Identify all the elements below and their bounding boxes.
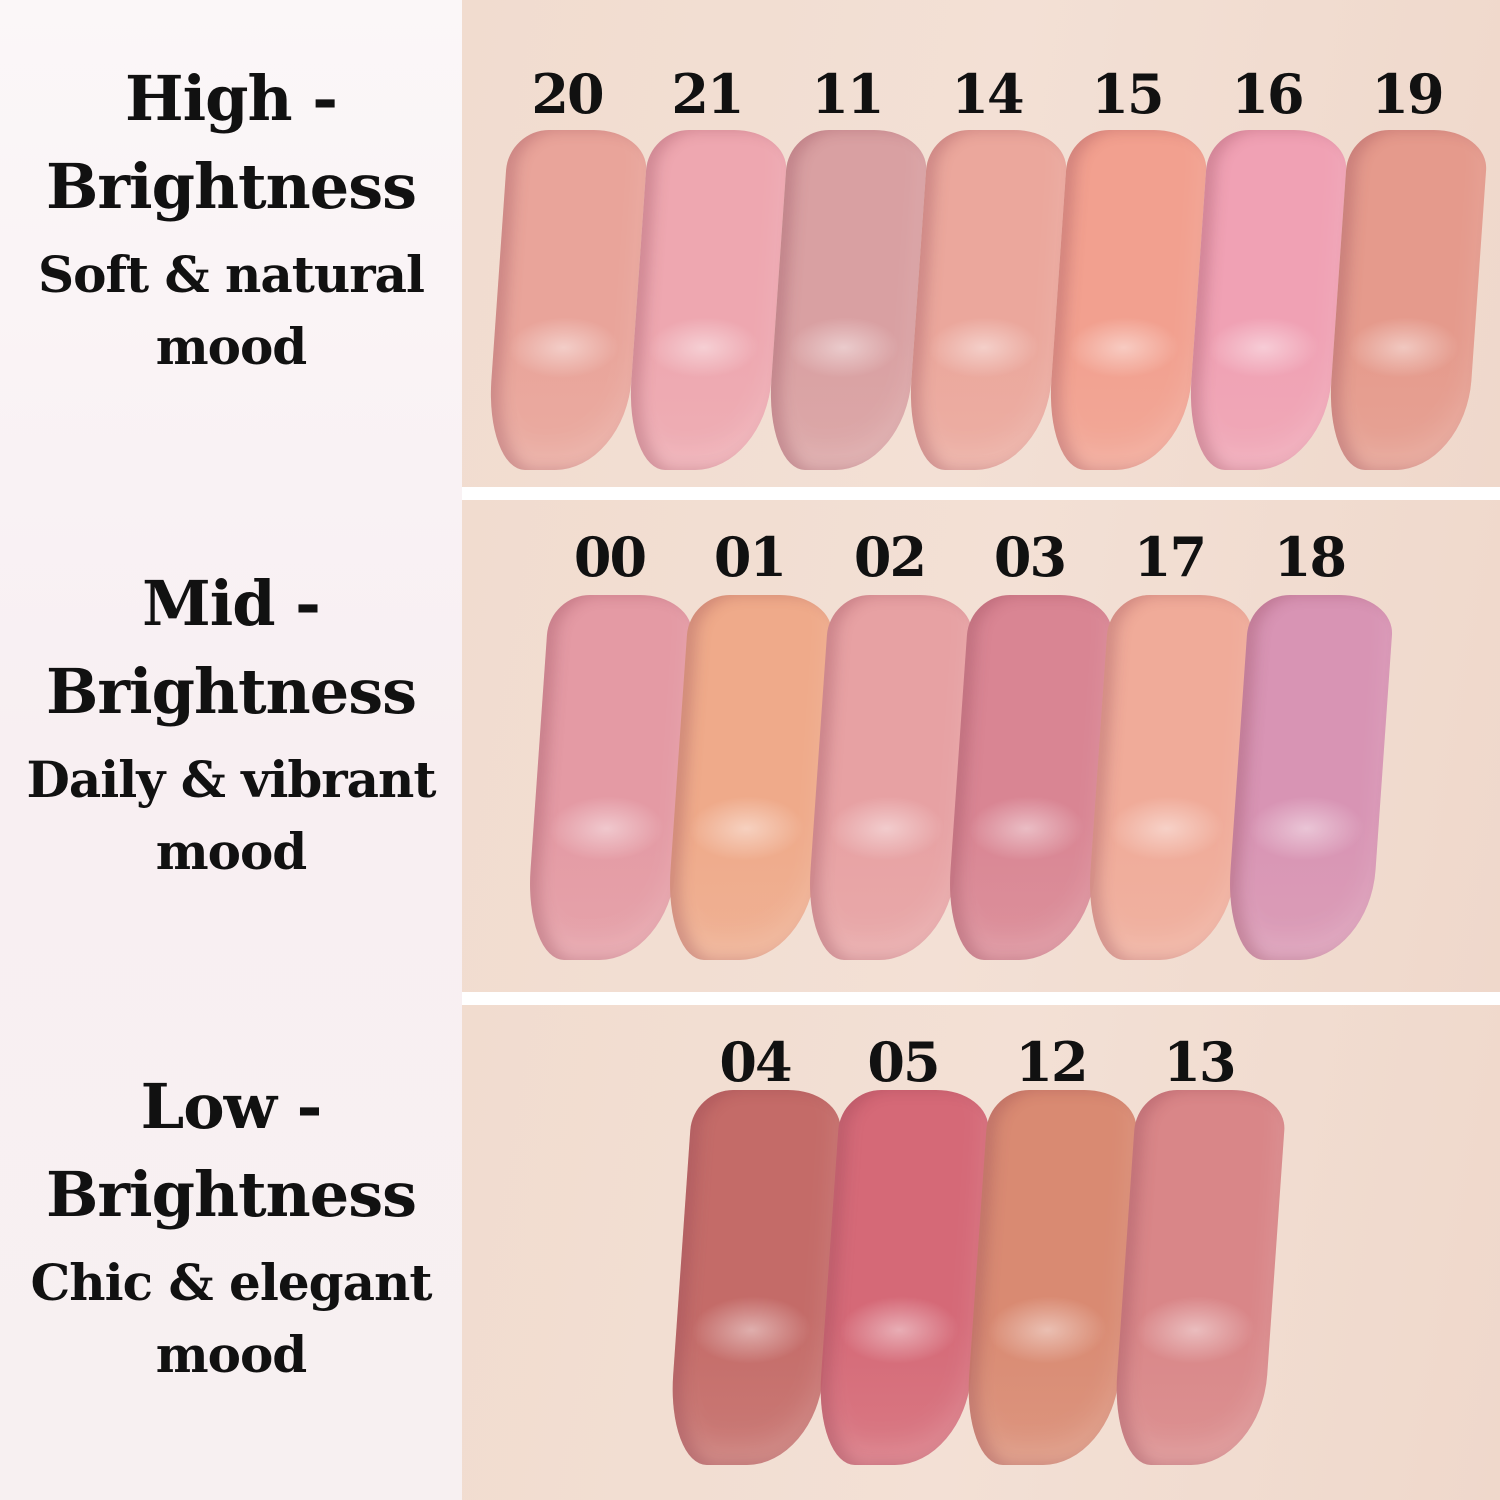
swatch-16 (1185, 130, 1349, 470)
swatch-panel-low: 04 05 12 13 (462, 1005, 1500, 1500)
swatch-14 (905, 130, 1069, 470)
group-title-line1: Mid - (142, 567, 321, 640)
shade-label: 00 (573, 525, 647, 589)
shade-label: 01 (713, 525, 787, 589)
shade-label: 18 (1273, 525, 1347, 589)
shade-label: 12 (1015, 1030, 1088, 1094)
shade-label: 13 (1163, 1030, 1236, 1094)
label-column: High - Brightness Soft & natural mood Mi… (0, 0, 462, 1500)
shade-label: 04 (719, 1030, 792, 1094)
swatch-18 (1224, 595, 1395, 960)
swatch-20 (485, 130, 649, 470)
swatch-17 (1084, 595, 1255, 960)
swatch-11 (765, 130, 929, 470)
swatch-00 (524, 595, 695, 960)
swatch-19 (1325, 130, 1489, 470)
group-subtitle: Chic & elegant mood (30, 1253, 433, 1384)
swatch-panel-high: 20 21 11 14 15 16 19 (462, 0, 1500, 487)
group-subtitle: Soft & natural mood (38, 245, 425, 376)
shade-label: 03 (993, 525, 1067, 589)
shade-label: 17 (1133, 525, 1207, 589)
group-title-line1: High - (125, 62, 338, 135)
shade-label: 16 (1231, 62, 1304, 126)
swatch-13 (1110, 1090, 1288, 1465)
group-subtitle: Daily & vibrant mood (26, 750, 437, 881)
swatch-05 (814, 1090, 992, 1465)
shade-label: 05 (867, 1030, 940, 1094)
shade-label: 20 (531, 62, 604, 126)
group-title-line2: Brightness (45, 1158, 417, 1231)
swatch-panel-mid: 00 01 02 03 17 18 (462, 500, 1500, 992)
swatch-01 (664, 595, 835, 960)
shade-label: 15 (1091, 62, 1164, 126)
group-low-heading: Low - Brightness Chic & elegant mood (0, 1063, 462, 1391)
group-title-line2: Brightness (45, 655, 417, 728)
swatch-15 (1045, 130, 1209, 470)
swatch-21 (625, 130, 789, 470)
group-title-line2: Brightness (45, 150, 417, 223)
swatch-12 (962, 1090, 1140, 1465)
shade-label: 21 (671, 62, 744, 126)
group-mid-heading: Mid - Brightness Daily & vibrant mood (0, 560, 462, 888)
group-title-line1: Low - (140, 1070, 323, 1143)
shade-label: 11 (811, 62, 884, 126)
swatch-04 (666, 1090, 844, 1465)
shade-label: 14 (951, 62, 1024, 126)
shade-label: 02 (853, 525, 927, 589)
shade-label: 19 (1371, 62, 1444, 126)
group-high-heading: High - Brightness Soft & natural mood (0, 55, 462, 383)
swatch-03 (944, 595, 1115, 960)
swatch-02 (804, 595, 975, 960)
